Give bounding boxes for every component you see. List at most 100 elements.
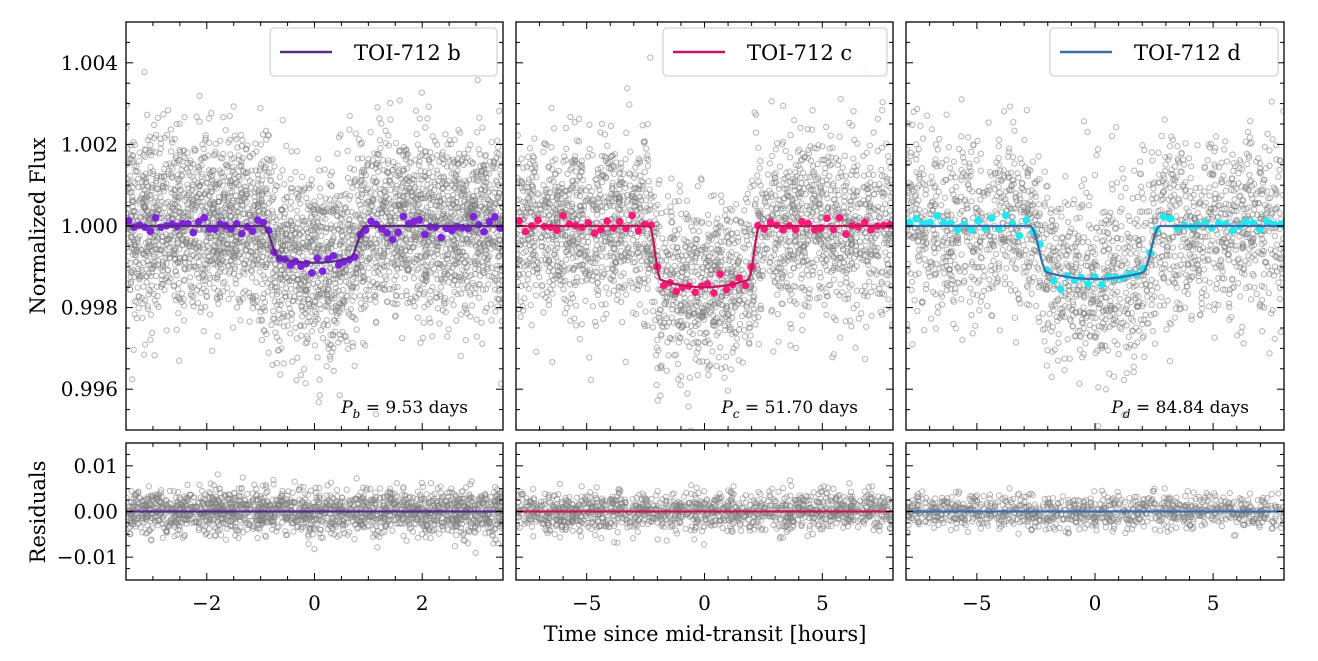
raw-point [376,284,383,291]
raw-point [483,304,490,312]
raw-point [196,182,204,189]
raw-point [495,252,502,260]
raw-point [353,279,360,287]
raw-point [443,212,450,219]
raw-point [374,214,381,221]
raw-point [212,237,219,244]
raw-point [218,174,225,181]
raw-point [339,210,346,217]
raw-point [398,334,406,342]
raw-point [237,176,244,183]
residual-point [196,481,203,488]
raw-point [326,180,333,187]
raw-point [299,252,307,260]
raw-point [206,311,214,318]
raw-point [130,273,138,281]
raw-point [149,199,157,206]
raw-point [184,248,191,255]
raw-point [374,150,381,158]
raw-point [149,265,157,272]
raw-point [477,272,484,279]
raw-point [212,260,219,268]
raw-point [410,198,417,205]
raw-point [154,114,162,122]
raw-point [344,209,351,216]
raw-point [225,249,232,256]
raw-point [134,234,141,242]
raw-point [251,255,258,262]
raw-point [178,187,185,194]
raw-point [457,290,465,297]
raw-point [497,380,503,387]
raw-point [332,195,339,202]
raw-point [498,317,503,325]
raw-point [461,150,468,158]
raw-point [327,221,335,229]
raw-point [332,304,340,311]
raw-point [478,319,485,326]
raw-point [322,195,330,202]
raw-point [268,197,275,204]
raw-point [470,176,477,183]
raw-point [412,107,420,114]
raw-point [278,205,285,213]
raw-point [148,262,155,269]
raw-point [360,244,367,251]
raw-point [138,266,146,274]
raw-point [246,234,253,241]
raw-point [323,272,330,279]
raw-point [255,198,263,205]
raw-point [470,197,477,204]
raw-point [370,250,378,257]
raw-point [484,254,491,261]
raw-point [358,176,365,184]
raw-point [338,238,346,245]
raw-point [385,132,392,139]
raw-point [230,183,237,190]
raw-point [328,201,335,208]
raw-point [393,202,400,210]
residual-point [270,521,277,528]
raw-point [448,296,455,303]
residual-point [270,476,277,484]
raw-point [241,183,248,190]
raw-point [479,286,487,293]
raw-point [256,268,263,275]
residual-point [333,486,341,494]
raw-point [378,209,385,217]
raw-point [315,286,322,294]
residual-point [448,527,455,535]
raw-point [323,238,330,246]
raw-point [260,304,268,311]
raw-point [414,266,421,273]
raw-point [156,201,163,208]
raw-point [377,239,384,246]
raw-point [372,411,380,418]
raw-point [432,271,440,278]
raw-point [185,200,192,207]
raw-point [295,192,303,199]
raw-point [366,296,373,303]
residual-point [269,496,276,503]
raw-point [462,215,470,222]
raw-point [447,163,455,170]
raw-point [151,297,158,304]
raw-point [219,280,227,287]
raw-point [407,295,415,303]
residual-point [461,495,468,502]
raw-point [286,305,293,312]
raw-point [196,118,203,125]
raw-point [306,313,313,321]
raw-point [398,293,405,300]
raw-point [434,250,441,258]
raw-point [463,310,471,317]
raw-point [127,259,134,267]
residual-point [400,532,407,540]
raw-point [426,156,433,164]
raw-point [391,313,399,320]
raw-point [214,287,221,295]
raw-point [457,192,465,200]
raw-point [233,179,241,186]
raw-point [349,343,357,350]
raw-point [352,130,359,137]
